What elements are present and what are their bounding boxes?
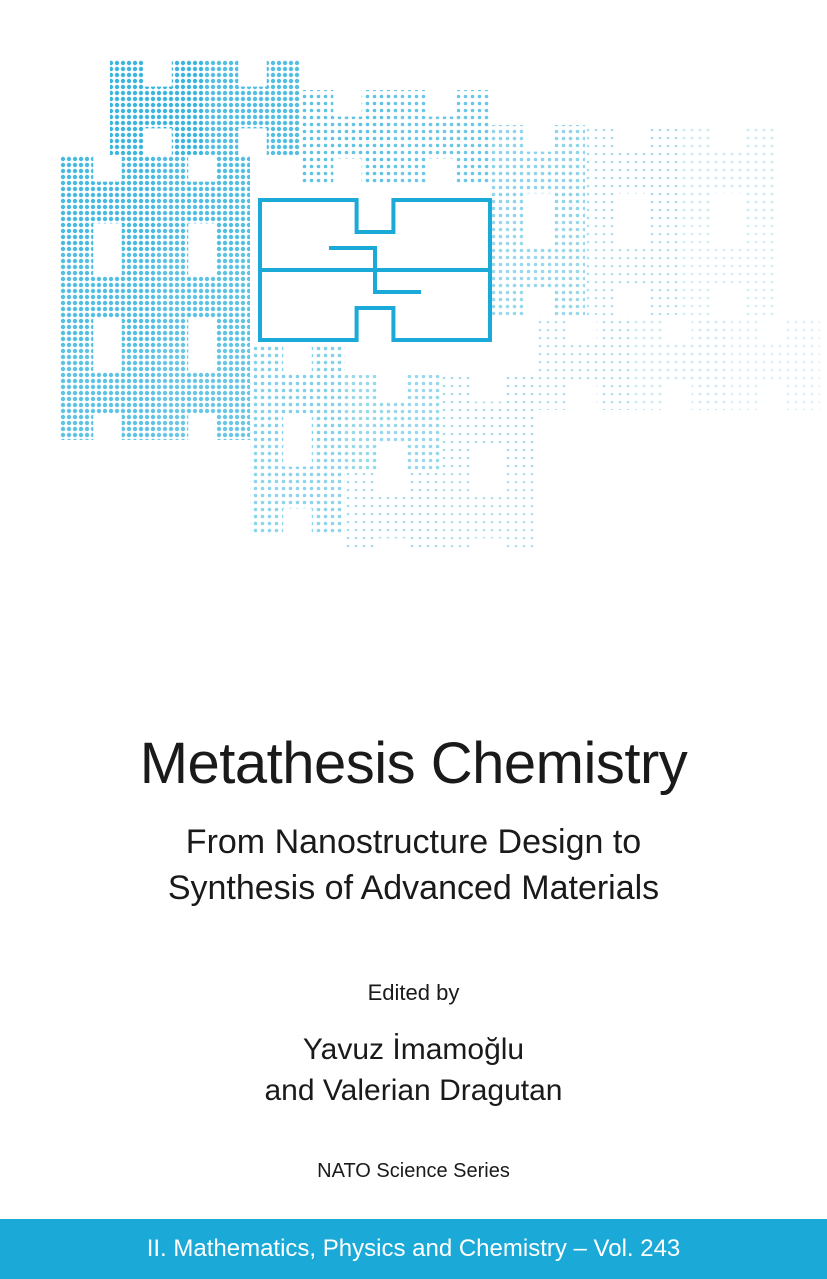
puzzle-tile — [395, 90, 490, 185]
puzzle-tile — [585, 125, 680, 220]
puzzle-tile — [585, 220, 680, 315]
book-subtitle: From Nanostructure Design to Synthesis o… — [0, 820, 827, 912]
puzzle-tile — [155, 250, 250, 345]
puzzle-tile — [440, 375, 535, 470]
puzzle-tile — [345, 470, 440, 550]
cover-graphic — [0, 30, 827, 550]
puzzle-tile — [250, 345, 345, 440]
puzzle-tile — [345, 375, 440, 470]
puzzle-tile — [725, 315, 820, 410]
puzzle-pattern-svg — [0, 30, 827, 550]
puzzle-tile — [205, 60, 300, 155]
editor-1: Yavuz İmamoğlu — [303, 1033, 524, 1066]
puzzle-tile — [110, 60, 205, 155]
puzzle-tile — [60, 345, 155, 440]
book-title: Metathesis Chemistry — [0, 730, 827, 797]
subtitle-line-2: Synthesis of Advanced Materials — [168, 869, 659, 907]
puzzle-tile — [300, 90, 395, 185]
puzzle-tile — [60, 155, 155, 250]
subtitle-line-1: From Nanostructure Design to — [186, 823, 641, 861]
edited-by-label: Edited by — [0, 980, 827, 1006]
series-label: NATO Science Series — [0, 1160, 827, 1183]
puzzle-tile — [680, 220, 775, 315]
editors-block: Yavuz İmamoğlu and Valerian Dragutan — [0, 1030, 827, 1111]
puzzle-tile — [440, 470, 535, 550]
puzzle-tile — [250, 440, 345, 535]
puzzle-tile — [680, 125, 775, 220]
puzzle-tile — [630, 315, 725, 410]
puzzle-tile — [490, 125, 585, 220]
puzzle-tile — [535, 315, 630, 410]
puzzle-tile — [490, 220, 585, 315]
puzzle-tile — [60, 250, 155, 345]
editor-2: and Valerian Dragutan — [265, 1074, 563, 1107]
puzzle-tile — [155, 345, 250, 440]
puzzle-tile — [155, 155, 250, 250]
footer-bar: II. Mathematics, Physics and Chemistry –… — [0, 1219, 827, 1279]
footer-text: II. Mathematics, Physics and Chemistry –… — [147, 1235, 681, 1263]
